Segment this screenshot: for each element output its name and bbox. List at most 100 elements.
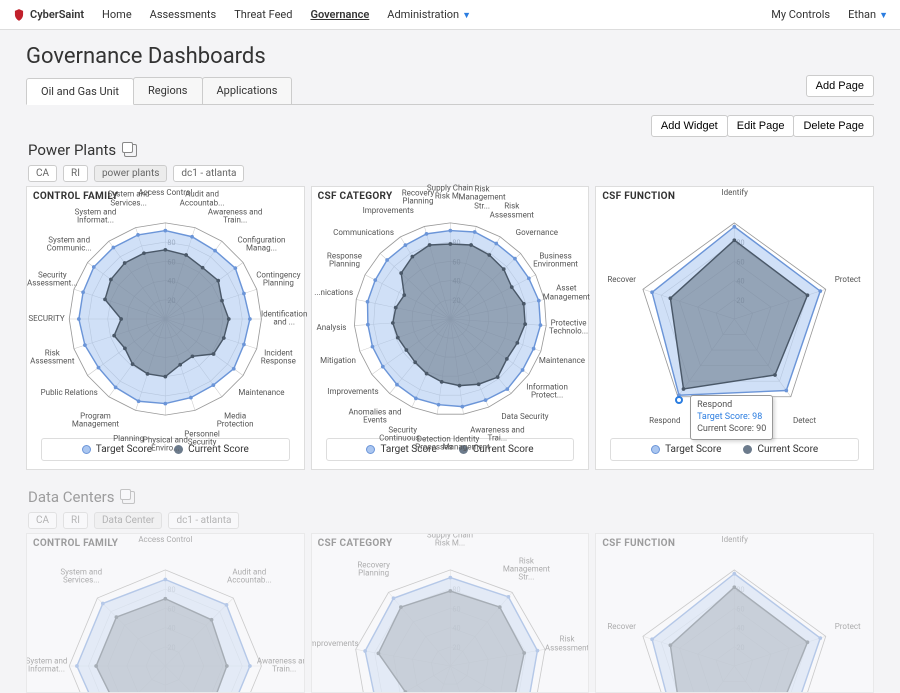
radar-axis-label: Supply Chain Risk M... (420, 533, 480, 548)
radar-axis-label: Identify (705, 189, 765, 197)
filter-chip[interactable]: power plants (94, 165, 167, 182)
nav-governance[interactable]: Governance (310, 8, 369, 21)
dashboard-panel: CSF CATEGORY 20406080Supply Chain Risk M… (311, 186, 590, 470)
section-data-centers: Data Centers CA RI Data Center dc1 - atlant… (26, 488, 874, 693)
radar-chart[interactable]: 20406080IdentifyProtectDetectRespondReco… (600, 204, 869, 434)
section-title-text: Power Plants (28, 141, 116, 159)
radar-axis-label: Identify (705, 536, 765, 544)
filter-chip[interactable]: dc1 - atlanta (168, 512, 239, 529)
radar-axis-label: Governance (507, 229, 567, 237)
radar-chart[interactable]: 20406080Access ControlAudit and Accounta… (31, 204, 300, 434)
filter-chip[interactable]: RI (63, 512, 88, 529)
radar-axis-label: Improvements (323, 387, 383, 395)
radar-axis-label: Contingency Planning (248, 272, 308, 289)
filter-chip[interactable]: RI (63, 165, 88, 182)
radar-axis-label: Protect (818, 623, 874, 631)
radar-axis-label: Configuration Manag... (231, 237, 291, 254)
panels: CONTROL FAMILY 20406080Access ControlAud… (26, 533, 874, 693)
edit-page-button[interactable]: Edit Page (727, 115, 795, 137)
radar-axis-label: Asset Management (536, 285, 596, 302)
top-nav: CyberSaint Home Assessments Threat Feed … (0, 0, 900, 30)
radar-axis-label: Media Protection (205, 413, 265, 430)
tab-oil-gas[interactable]: Oil and Gas Unit (26, 78, 134, 105)
duplicate-icon[interactable] (122, 491, 135, 504)
radar-axis-label: Audit and Accountab... (219, 569, 279, 586)
panels: CONTROL FAMILY 20406080Access ControlAud… (26, 186, 874, 470)
chevron-down-icon: ▼ (462, 11, 471, 21)
dashboard-panel: CONTROL FAMILY 20406080Access ControlAud… (26, 533, 305, 693)
dashboard-panel: CSF FUNCTION 20406080IdentifyProtectDete… (595, 186, 874, 470)
section-title: Data Centers (28, 488, 874, 506)
brand: CyberSaint (12, 8, 84, 22)
nav-administration[interactable]: Administration▼ (387, 8, 471, 21)
radar-axis-label: Awareness and Train... (254, 658, 305, 675)
nav-threat-feed[interactable]: Threat Feed (234, 8, 292, 21)
dashboard-panel: CONTROL FAMILY 20406080Access ControlAud… (26, 186, 305, 470)
legend-current: Current Score (743, 444, 818, 455)
selected-vertex (675, 396, 683, 404)
duplicate-icon[interactable] (124, 144, 137, 157)
radar-axis-label: Security Continuous... (373, 426, 433, 443)
nav-user-menu[interactable]: Ethan▼ (848, 8, 888, 21)
radar-axis-label: ...nications (304, 289, 364, 297)
filter-chip[interactable]: Data Center (94, 512, 163, 529)
radar-axis-label: Data Security (495, 412, 555, 420)
nav-home[interactable]: Home (102, 8, 132, 21)
radar-axis-label: Public Relations (39, 389, 99, 397)
radar-axis-label: Protective Technolo... (539, 319, 599, 336)
radar-axis-label: Risk Assessment (537, 636, 589, 653)
radar-axis-label: Incident Response (248, 350, 308, 367)
nav-my-controls[interactable]: My Controls (771, 8, 830, 21)
legend-target: Target Score (651, 444, 721, 455)
page-title: Governance Dashboards (26, 44, 874, 69)
dashboard-panel: CSF FUNCTION 20406080IdentifyProtectDete… (595, 533, 874, 693)
radar-axis-label: Access Control (135, 536, 195, 544)
radar-chart[interactable]: 20406080Access ControlAudit and Accounta… (31, 551, 300, 693)
radar-axis-label: Improvements (358, 207, 418, 215)
delete-page-button[interactable]: Delete Page (793, 115, 874, 137)
radar-axis-label: Planning (99, 435, 159, 443)
radar-axis-label: System and Informat... (26, 658, 77, 675)
tab-applications[interactable]: Applications (202, 77, 293, 104)
page-actions: Add Widget Edit Page Delete Page (26, 115, 874, 137)
radar-axis-label: Maintenance (231, 389, 291, 397)
nav-links: Home Assessments Threat Feed Governance … (102, 8, 771, 21)
radar-axis-label: Business Environment (526, 253, 586, 270)
tab-regions[interactable]: Regions (133, 77, 203, 104)
nav-assessments[interactable]: Assessments (150, 8, 217, 21)
radar-axis-label: System and Services... (51, 569, 111, 586)
radar-axis-label: Risk Assessment (22, 350, 82, 367)
page: Governance Dashboards Oil and Gas Unit R… (0, 30, 900, 693)
radar-axis-label: Risk Assessment (482, 203, 542, 220)
add-page-button[interactable]: Add Page (806, 75, 874, 97)
section-power-plants: Power Plants CA RI power plants dc1 - atlan… (26, 141, 874, 470)
radar-axis-label: Recover (592, 276, 652, 284)
radar-axis-label: Analysis (301, 323, 361, 331)
radar-tooltip: Respond Target Score: 98 Current Score: … (690, 395, 773, 440)
radar-axis-label: Improvements (311, 640, 363, 648)
radar-axis-label: System and Communic... (39, 237, 99, 254)
add-widget-button[interactable]: Add Widget (651, 115, 728, 137)
radar-axis-label: Maintenance (532, 357, 592, 365)
radar-axis-label: SECURITY (17, 315, 77, 323)
filter-chip[interactable]: dc1 - atlanta (173, 165, 244, 182)
brand-logo-icon (12, 8, 26, 22)
radar-axis-label: Protect (818, 276, 878, 284)
chevron-down-icon: ▼ (879, 11, 888, 21)
section-title: Power Plants (28, 141, 874, 159)
radar-chart[interactable]: 20406080Supply Chain Risk M...Risk Manag… (316, 551, 585, 693)
filter-chip[interactable]: CA (28, 512, 57, 529)
radar-axis-label: System and Informat... (65, 209, 125, 226)
radar-axis-label: Mitigation (308, 357, 368, 365)
radar-axis-label: Risk Management Str... (496, 557, 556, 582)
filter-chip[interactable]: CA (28, 165, 57, 182)
radar-axis-label: Respond (635, 417, 695, 425)
chip-row: CA RI Data Center dc1 - atlanta (28, 512, 874, 529)
radar-axis-label: Detect (775, 417, 835, 425)
radar-chart[interactable]: 20406080IdentifyProtectDetectRespondReco… (600, 551, 869, 693)
dashboard-panel: CSF CATEGORY 20406080Supply Chain Risk M… (311, 533, 590, 693)
radar-chart[interactable]: 20406080Supply Chain Risk M...Risk Manag… (316, 204, 585, 434)
legend: Target Score Current Score (610, 438, 859, 461)
radar-axis-label: Response Planning (314, 253, 374, 270)
radar-axis-label: Audit and Accountab... (172, 191, 232, 208)
